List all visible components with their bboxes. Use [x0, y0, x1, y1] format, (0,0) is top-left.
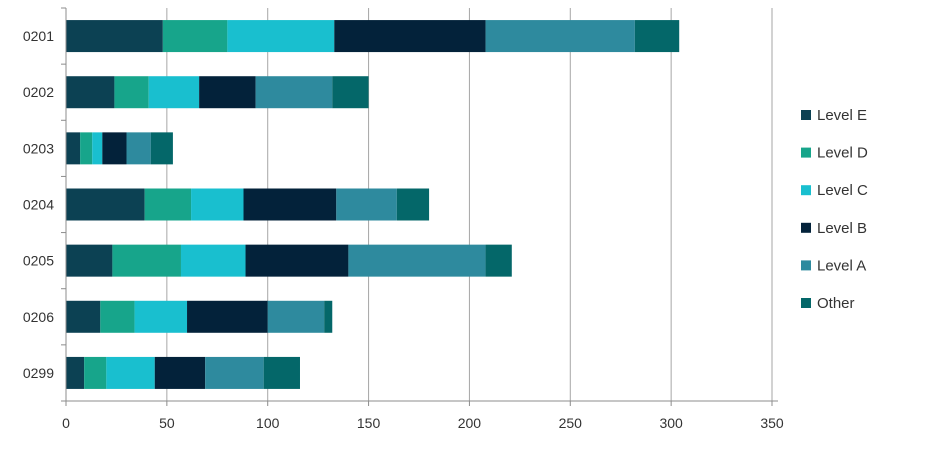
bar-level-e-0204	[66, 188, 145, 221]
bar-other-0202	[332, 76, 369, 109]
x-tick-label: 50	[159, 415, 175, 431]
legend-swatch	[801, 110, 811, 120]
bar-level-d-0205	[112, 244, 181, 277]
legend-label: Other	[817, 295, 855, 312]
legend-label: Level E	[817, 107, 867, 124]
x-tick-label: 200	[458, 415, 482, 431]
x-tick-label: 100	[256, 415, 280, 431]
bar-level-a-0203	[126, 132, 151, 165]
x-tick-label: 150	[357, 415, 381, 431]
legend-label: Level C	[817, 182, 868, 199]
bar-level-e-0203	[66, 132, 81, 165]
bar-level-d-0204	[144, 188, 192, 221]
legend-swatch	[801, 260, 811, 271]
bar-level-c-0203	[92, 132, 103, 165]
bar-level-d-0201	[162, 20, 228, 53]
bar-level-a-0206	[267, 300, 325, 333]
y-tick-label: 0299	[23, 365, 54, 381]
bar-level-a-0204	[336, 188, 397, 221]
bar-level-b-0201	[334, 20, 486, 53]
legend-item-level-a: Level A	[801, 257, 866, 274]
bar-level-d-0202	[114, 76, 149, 109]
bar-other-0201	[634, 20, 680, 53]
y-axis-ticks: 0201 0202 0203 0204 0205 0206 0299	[23, 7, 66, 402]
bar-level-b-0205	[245, 244, 349, 277]
bar-level-e-0205	[66, 244, 113, 277]
x-tick-label: 250	[559, 415, 583, 431]
legend-item-level-e: Level E	[801, 107, 867, 124]
bar-level-a-0202	[255, 76, 333, 109]
bar-level-c-0205	[180, 244, 246, 277]
bar-level-e-0201	[66, 20, 163, 53]
legend-swatch	[801, 222, 811, 233]
legend-label: Level B	[817, 220, 867, 237]
bar-level-e-0299	[66, 356, 85, 389]
bar-level-c-0201	[227, 20, 335, 53]
bar-other-0203	[150, 132, 173, 165]
legend-item-level-d: Level D	[801, 145, 868, 162]
legend-swatch	[801, 147, 811, 158]
bar-level-d-0203	[80, 132, 93, 165]
bar-level-e-0202	[66, 76, 115, 109]
bar-level-d-0299	[84, 356, 107, 389]
bar-level-a-0201	[485, 20, 635, 53]
bar-level-b-0204	[243, 188, 337, 221]
bar-level-b-0203	[102, 132, 127, 165]
bar-level-c-0202	[148, 76, 200, 109]
legend: Level E Level D Level C Level B Level A Other	[801, 107, 868, 312]
bar-level-a-0299	[205, 356, 264, 389]
x-tick-label: 350	[760, 415, 784, 431]
bar-other-0299	[263, 356, 300, 389]
legend-item-other: Other	[801, 295, 855, 312]
x-tick-label: 0	[62, 415, 70, 431]
y-tick-label: 0204	[23, 197, 54, 213]
y-tick-label: 0203	[23, 140, 54, 156]
legend-item-level-c: Level C	[801, 182, 868, 199]
bars	[66, 20, 680, 389]
bar-other-0206	[324, 300, 333, 333]
bar-level-b-0206	[187, 300, 268, 333]
bar-other-0204	[396, 188, 430, 221]
bar-level-c-0204	[191, 188, 244, 221]
x-axis-ticks: 0 50 100 150 200 250 300 350	[62, 401, 784, 431]
legend-swatch	[801, 298, 811, 308]
bar-level-c-0299	[106, 356, 155, 389]
legend-label: Level A	[817, 257, 866, 274]
bar-level-e-0206	[66, 300, 101, 333]
bar-level-b-0299	[154, 356, 206, 389]
bar-level-c-0206	[134, 300, 188, 333]
bar-level-b-0202	[199, 76, 256, 109]
bar-level-a-0205	[348, 244, 486, 277]
axes	[65, 8, 778, 402]
legend-item-level-b: Level B	[801, 220, 867, 237]
y-tick-label: 0206	[23, 309, 54, 325]
bar-other-0205	[485, 244, 512, 277]
legend-label: Level D	[817, 145, 868, 162]
bar-level-d-0206	[100, 300, 135, 333]
y-tick-label: 0202	[23, 84, 54, 100]
legend-swatch	[801, 185, 811, 196]
y-tick-label: 0201	[23, 28, 54, 44]
x-tick-label: 300	[659, 415, 683, 431]
y-tick-label: 0205	[23, 253, 54, 269]
